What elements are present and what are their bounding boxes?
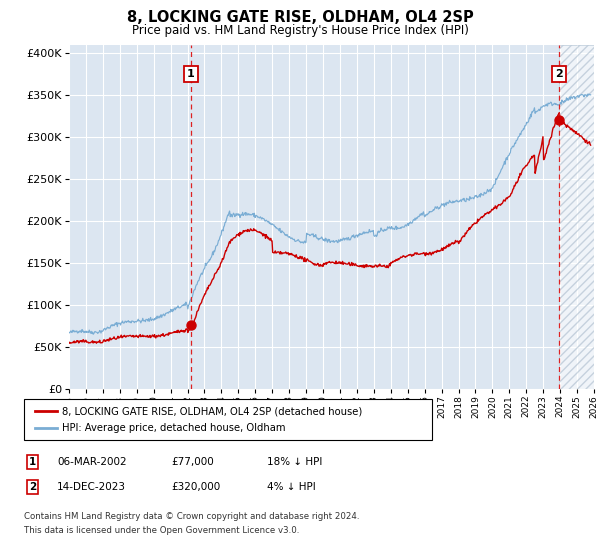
- Text: 4% ↓ HPI: 4% ↓ HPI: [267, 482, 316, 492]
- Text: 8, LOCKING GATE RISE, OLDHAM, OL4 2SP (detached house): 8, LOCKING GATE RISE, OLDHAM, OL4 2SP (d…: [62, 407, 362, 417]
- Text: This data is licensed under the Open Government Licence v3.0.: This data is licensed under the Open Gov…: [24, 526, 299, 535]
- Text: 18% ↓ HPI: 18% ↓ HPI: [267, 457, 322, 467]
- Text: Price paid vs. HM Land Registry's House Price Index (HPI): Price paid vs. HM Land Registry's House …: [131, 24, 469, 36]
- Text: 8, LOCKING GATE RISE, OLDHAM, OL4 2SP: 8, LOCKING GATE RISE, OLDHAM, OL4 2SP: [127, 10, 473, 25]
- Text: 14-DEC-2023: 14-DEC-2023: [57, 482, 126, 492]
- Text: 2: 2: [556, 69, 563, 79]
- Text: Contains HM Land Registry data © Crown copyright and database right 2024.: Contains HM Land Registry data © Crown c…: [24, 512, 359, 521]
- Bar: [559, 45, 594, 389]
- Text: 1: 1: [29, 457, 36, 467]
- Text: 06-MAR-2002: 06-MAR-2002: [57, 457, 127, 467]
- Text: £77,000: £77,000: [171, 457, 214, 467]
- Text: £320,000: £320,000: [171, 482, 220, 492]
- Text: 1: 1: [187, 69, 194, 79]
- Text: 2: 2: [29, 482, 36, 492]
- Text: HPI: Average price, detached house, Oldham: HPI: Average price, detached house, Oldh…: [62, 423, 286, 433]
